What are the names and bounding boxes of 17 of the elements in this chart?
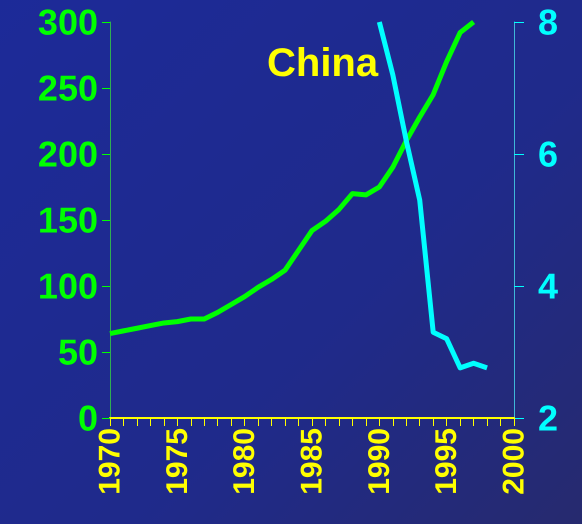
y-tick-label: 100: [38, 266, 98, 306]
y2-tick-label: 6: [538, 134, 558, 174]
y-tick-label: 50: [58, 332, 98, 372]
x-tick-label: 1985: [296, 428, 328, 495]
x-tick-label: 1975: [160, 428, 194, 495]
x-tick-label: 2000: [498, 428, 530, 495]
y2-tick-label: 2: [538, 398, 558, 438]
x-tick-label: 1990: [362, 428, 396, 495]
y2-tick-label: 4: [538, 266, 558, 306]
x-tick-label: 1980: [228, 428, 262, 495]
y-tick-label: 250: [38, 68, 98, 108]
y-tick-label: 300: [38, 2, 98, 42]
y-tick-label: 150: [38, 200, 98, 240]
x-tick-label: 1995: [430, 428, 464, 495]
y-tick-label: 200: [38, 134, 98, 174]
text: China: [267, 41, 379, 85]
y2-tick-label: 8: [538, 2, 558, 42]
